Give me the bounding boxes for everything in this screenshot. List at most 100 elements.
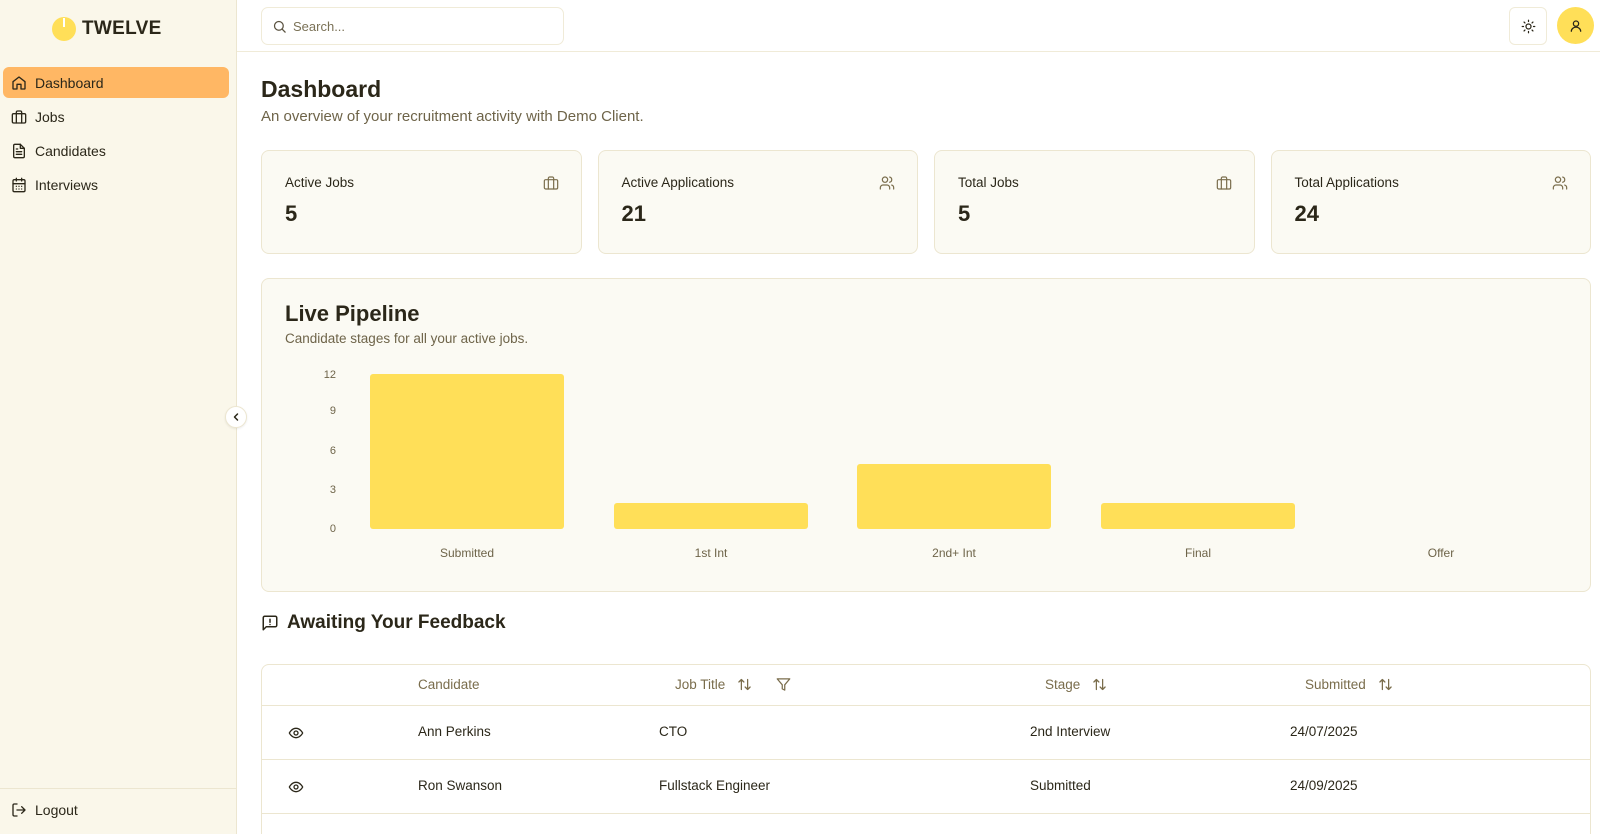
- column-label: Candidate: [418, 677, 480, 692]
- stat-card-total-jobs: Total Jobs 5: [934, 150, 1255, 254]
- briefcase-icon: [11, 109, 27, 124]
- bar-slot-offer: Offer: [1319, 369, 1563, 569]
- sun-icon: [1521, 19, 1535, 33]
- cell-job-title: Fullstack Engineer: [659, 778, 771, 793]
- table-header: Candidate Job Title Stage Submitted: [262, 665, 1590, 706]
- stat-label: Total Jobs: [958, 175, 1019, 190]
- sidebar-item-label: Dashboard: [35, 74, 104, 91]
- x-tick: Final: [1184, 546, 1211, 560]
- x-tick: Offer: [1427, 546, 1455, 560]
- y-tick: 3: [329, 484, 336, 496]
- pipeline-subtitle: Candidate stages for all your active job…: [285, 331, 529, 346]
- column-label: Job Title: [675, 677, 726, 692]
- stat-card-total-applications: Total Applications 24: [1270, 150, 1591, 254]
- sidebar-item-jobs[interactable]: Jobs: [3, 101, 229, 132]
- home-icon: [12, 75, 26, 90]
- bar-slot-2nd-int: 2nd+ Int: [832, 369, 1076, 569]
- bar-slot-final: Final: [1076, 369, 1320, 569]
- file-text-icon: [13, 143, 25, 158]
- sort-icon[interactable]: [1378, 677, 1393, 692]
- y-tick: 0: [329, 523, 336, 535]
- users-icon: [879, 176, 895, 190]
- collapse-sidebar-button[interactable]: [225, 406, 247, 428]
- stat-card-active-jobs: Active Jobs 5: [261, 150, 582, 254]
- user-icon: [1570, 19, 1581, 32]
- sidebar-item-label: Candidates: [35, 142, 106, 159]
- brand[interactable]: TWELVE: [52, 17, 162, 41]
- topbar: [237, 0, 1600, 52]
- eye-icon[interactable]: [288, 725, 304, 741]
- column-header-stage[interactable]: Stage: [1045, 677, 1107, 692]
- feedback-header: Awaiting Your Feedback: [261, 612, 506, 634]
- stat-value: 5: [285, 201, 298, 226]
- x-tick: 2nd+ Int: [932, 546, 976, 560]
- brand-logo-icon: [52, 17, 76, 41]
- column-header-job-title[interactable]: Job Title: [675, 677, 791, 692]
- feedback-table: Candidate Job Title Stage Submitted Ann …: [261, 664, 1591, 834]
- bar[interactable]: [857, 464, 1051, 529]
- table-row[interactable]: Ron Swanson Fullstack Engineer Submitted…: [262, 760, 1590, 814]
- sidebar-item-candidates[interactable]: Candidates: [3, 135, 229, 166]
- cell-job-title: CTO: [659, 724, 688, 739]
- briefcase-icon: [543, 176, 558, 190]
- sidebar-item-label: Interviews: [35, 176, 99, 193]
- user-avatar-button[interactable]: [1557, 7, 1594, 44]
- sort-icon[interactable]: [1092, 677, 1107, 692]
- sort-icon[interactable]: [737, 677, 752, 692]
- logout-icon: [12, 803, 26, 817]
- cell-candidate: Ron Swanson: [418, 778, 503, 793]
- bar[interactable]: [370, 374, 564, 529]
- feedback-title: Awaiting Your Feedback: [287, 612, 506, 633]
- sidebar-footer: Logout: [0, 788, 236, 834]
- column-label: Submitted: [1305, 677, 1366, 692]
- stat-value: 5: [958, 201, 971, 226]
- stat-label: Total Applications: [1294, 175, 1399, 190]
- column-label: Stage: [1045, 677, 1081, 692]
- theme-toggle-button[interactable]: [1509, 7, 1547, 45]
- sidebar-item-interviews[interactable]: Interviews: [3, 169, 229, 200]
- x-tick: 1st Int: [694, 546, 728, 560]
- column-header-candidate[interactable]: Candidate: [418, 677, 480, 692]
- search-input[interactable]: [293, 18, 543, 34]
- eye-icon[interactable]: [288, 779, 304, 795]
- calendar-icon: [12, 177, 26, 192]
- filter-icon[interactable]: [776, 677, 791, 692]
- stat-value: 21: [621, 201, 646, 226]
- page-title: Dashboard: [261, 76, 382, 102]
- cell-submitted: 24/07/2025: [1290, 724, 1358, 739]
- cell-candidate: Ann Perkins: [418, 724, 491, 739]
- stat-cards: Active Jobs 5 Active Applications 21 Tot…: [261, 150, 1591, 254]
- bar-slot-1st-int: 1st Int: [589, 369, 833, 569]
- live-pipeline-panel: Live Pipeline Candidate stages for all y…: [261, 278, 1591, 592]
- briefcase-icon: [1216, 176, 1231, 190]
- bar-slot-submitted: Submitted: [345, 369, 589, 569]
- column-header-submitted[interactable]: Submitted: [1305, 677, 1393, 692]
- search-icon: [273, 20, 286, 33]
- cell-submitted: 24/09/2025: [1290, 778, 1358, 793]
- bar[interactable]: [1101, 503, 1295, 529]
- sidebar-item-label: Jobs: [35, 108, 65, 125]
- logout-label: Logout: [35, 802, 78, 818]
- cell-stage: Submitted: [1030, 778, 1091, 793]
- users-icon: [1552, 176, 1568, 190]
- x-tick: Submitted: [439, 546, 495, 560]
- stat-card-active-applications: Active Applications 21: [597, 150, 918, 254]
- stat-label: Active Jobs: [285, 175, 355, 190]
- message-alert-icon: [262, 615, 278, 631]
- table-row[interactable]: Ann Perkins CTO 2nd Interview 24/07/2025: [262, 706, 1590, 760]
- y-tick: 6: [329, 445, 336, 457]
- chevron-left-icon: [233, 413, 239, 421]
- search-box[interactable]: [261, 7, 564, 45]
- stat-label: Active Applications: [621, 175, 735, 190]
- bar[interactable]: [614, 503, 808, 529]
- pipeline-title: Live Pipeline: [285, 301, 420, 326]
- y-tick: 12: [323, 369, 336, 381]
- logout-button[interactable]: Logout: [11, 802, 78, 818]
- stat-value: 24: [1294, 201, 1319, 226]
- y-tick: 9: [329, 405, 336, 417]
- sidebar-item-dashboard[interactable]: Dashboard: [3, 67, 229, 98]
- brand-name: TWELVE: [82, 18, 162, 39]
- page-subtitle: An overview of your recruitment activity…: [261, 108, 644, 125]
- sidebar-nav: Dashboard Jobs Candidates Interviews: [3, 67, 229, 203]
- pipeline-bar-chart: 12 9 6 3 0 Submitted 1st Int 2nd+ Int Fi…: [262, 369, 1592, 569]
